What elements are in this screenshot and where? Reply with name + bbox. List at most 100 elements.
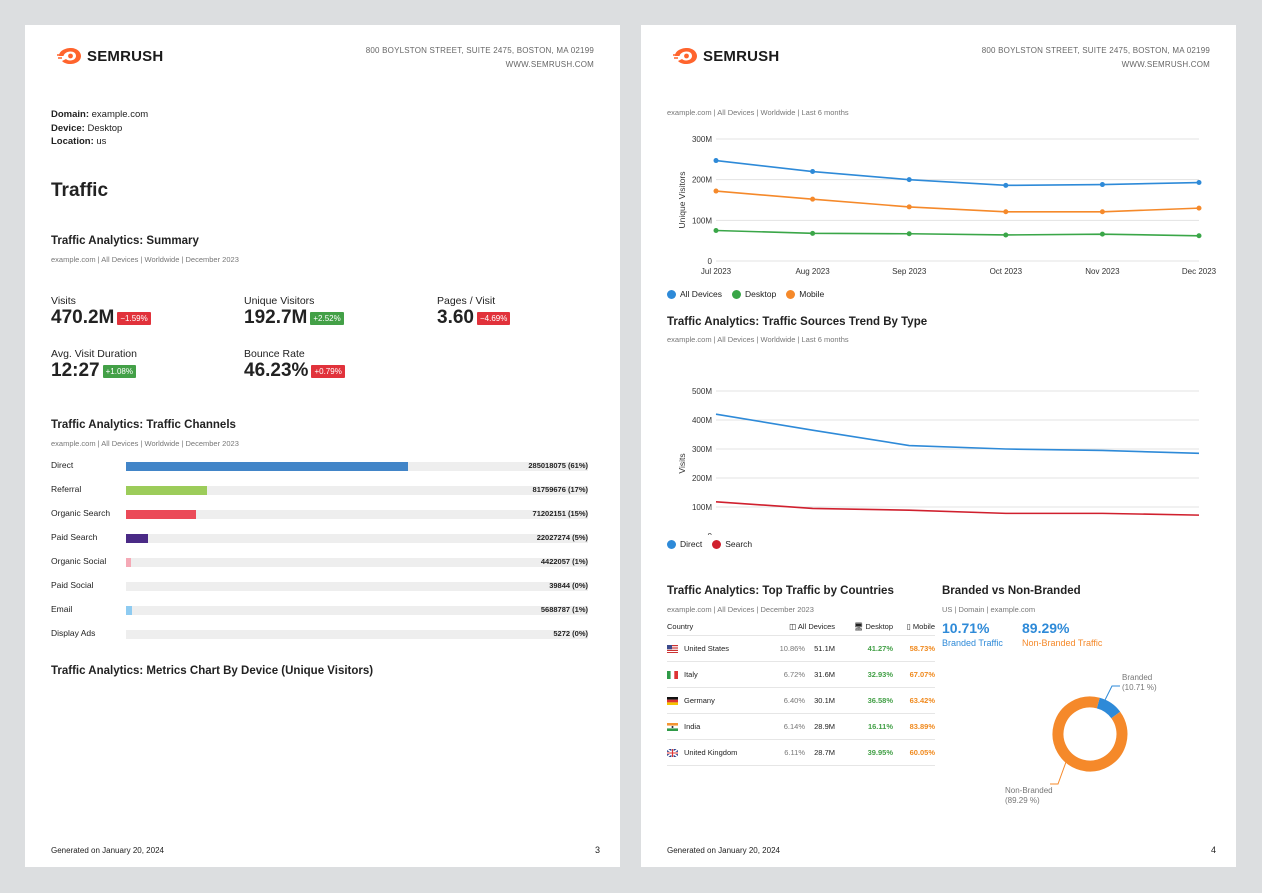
data-point [1003, 209, 1009, 215]
series-line-search [715, 500, 1200, 516]
legend-dot-icon [667, 289, 676, 299]
address-line: 800 BOYLSTON STREET, SUITE 2475, BOSTON,… [365, 46, 594, 55]
countries-table: Country ◫ All Devices 🖥 Desktop ▯ Mobile… [666, 617, 935, 766]
channel-label: Email [51, 604, 73, 614]
footer-generated: Generated on January 20, 2024 [51, 846, 164, 855]
in-flag-icon [667, 723, 678, 731]
channel-bar-track [126, 534, 588, 543]
channel-bar-track [126, 630, 588, 639]
share-cell: 6.11% [757, 739, 805, 766]
data-point [1196, 233, 1202, 239]
report-meta: Domain: example.com Device: Desktop Loca… [51, 108, 148, 149]
legend-label: All Devices [680, 289, 723, 299]
col-mobile: ▯ Mobile [893, 617, 935, 636]
desktop-icon: 🖥 [853, 621, 864, 631]
sources-chart-legend: Direct Search [667, 539, 762, 549]
x-tick-label: Jul 2023 [701, 267, 732, 276]
channel-bar-fill [126, 462, 408, 471]
mobile-cell: 60.05% [893, 739, 935, 766]
data-point [810, 169, 816, 175]
series-line-direct [715, 413, 1200, 455]
it-flag-icon [667, 671, 678, 679]
channel-row: Direct 285018075 (61%) [51, 460, 588, 472]
device-value: Desktop [87, 122, 123, 134]
semrush-flame-icon [57, 48, 81, 64]
share-cell: 6.14% [757, 713, 805, 740]
branded-label: Branded Traffic [942, 638, 1003, 648]
table-row: United States 10.86% 51.1M 41.27% 58.73% [667, 635, 935, 662]
y-tick-label: 0 [708, 257, 713, 266]
y-tick-label: 400M [692, 416, 712, 425]
legend-item[interactable]: Desktop [732, 289, 776, 299]
legend-label: Desktop [745, 289, 777, 299]
kpi-value: 12:27 +1.08% [51, 360, 137, 382]
countries-subtitle: example.com | All Devices | December 202… [667, 605, 814, 614]
kpi-change-badge: +1.08% [102, 364, 136, 378]
legend-item[interactable]: Search [712, 539, 752, 549]
country-cell: United States [667, 635, 757, 662]
x-tick-label: Aug 2023 [795, 267, 830, 276]
donut-branded-label: Branded [1122, 673, 1152, 682]
legend-label: Direct [680, 539, 703, 549]
country-name: Italy [684, 669, 698, 679]
kpi-value: 3.60 −4.69% [437, 307, 511, 329]
countries-title: Traffic Analytics: Top Traffic by Countr… [667, 585, 894, 597]
kpi-card: Unique Visitors 192.7M +2.52% [244, 295, 344, 329]
kpi-value: 192.7M +2.52% [244, 307, 344, 329]
us-flag-icon [667, 645, 678, 653]
country-cell: United Kingdom [666, 739, 757, 766]
donut-slice-branded [1052, 696, 1128, 772]
de-flag-icon [667, 697, 678, 705]
legend-dot-icon [712, 539, 722, 549]
donut-nonbranded-label: Non-Branded [1005, 786, 1053, 795]
x-tick-label: Dec 2023 [1182, 267, 1217, 276]
data-point [1003, 232, 1009, 238]
channel-label: Organic Social [51, 556, 107, 566]
channel-label: Referral [51, 484, 82, 494]
data-point [1196, 180, 1202, 186]
company-address: 800 BOYLSTON STREET, SUITE 2475, BOSTON,… [366, 44, 594, 72]
legend-item[interactable]: All Devices [667, 289, 722, 299]
col-all-devices: ◫ All Devices [757, 617, 835, 636]
y-tick-label: 500M [692, 387, 712, 396]
channel-bar-fill [126, 558, 132, 567]
desktop-cell: 41.27% [835, 635, 893, 662]
kpi-value: 46.23% +0.79% [244, 360, 345, 382]
country-cell: Germany [667, 687, 757, 714]
sources-title: Traffic Analytics: Traffic Sources Trend… [667, 316, 928, 328]
share-cell: 6.40% [757, 687, 805, 714]
data-point [810, 230, 816, 236]
share-cell: 10.86% [757, 635, 805, 662]
branded-leader-line [1104, 685, 1120, 701]
kpi-change-badge: +2.52% [310, 311, 344, 325]
legend-label: Search [725, 539, 753, 549]
mobile-cell: 83.89% [893, 713, 935, 740]
section-title: Traffic [51, 180, 109, 201]
semrush-logo: SEMRUSH [673, 47, 779, 65]
legend-item[interactable]: Mobile [786, 289, 824, 299]
kpi-change-badge: −4.69% [476, 311, 511, 325]
kpi-label: Visits [51, 295, 76, 307]
kpi-value: 470.2M −1.59% [51, 307, 151, 329]
y-tick-label: 100M [692, 216, 712, 225]
col-country: Country [667, 617, 757, 636]
desktop-cell: 32.93% [835, 661, 893, 688]
kpi-label: Pages / Visit [437, 295, 496, 307]
desktop-cell: 36.58% [835, 687, 893, 714]
y-axis-label: Unique Visitors [677, 171, 687, 228]
kpi-card: Visits 470.2M −1.59% [51, 295, 151, 329]
data-point [1099, 209, 1105, 215]
page-number: 3 [594, 845, 600, 855]
device-chart-subtitle: example.com | All Devices | Worldwide | … [667, 108, 849, 117]
legend-dot-icon [732, 289, 742, 299]
channels-subtitle: example.com | All Devices | Worldwide | … [51, 439, 239, 448]
sources-subtitle: example.com | All Devices | Worldwide | … [667, 335, 849, 344]
channel-bar-track [126, 558, 588, 567]
location-value: us [96, 136, 107, 147]
all-devices-cell: 30.1M [805, 687, 835, 714]
legend-item[interactable]: Direct [667, 539, 702, 549]
donut-slice-nonbranded [1052, 696, 1128, 772]
channel-label: Direct [51, 460, 74, 470]
semrush-logo: SEMRUSH [57, 47, 163, 65]
